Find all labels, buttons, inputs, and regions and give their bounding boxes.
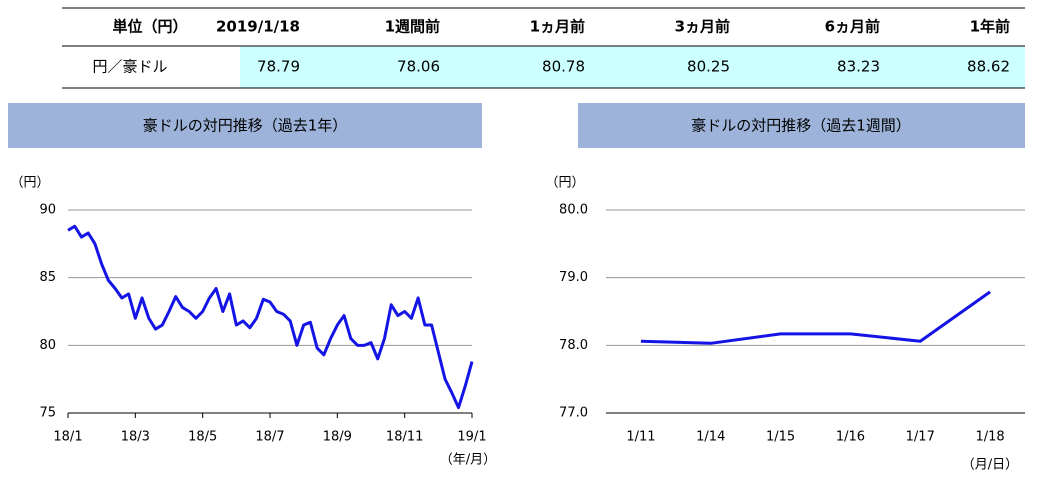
x-tick-label: 18/1 — [53, 430, 82, 445]
table-cell: 88.62 — [967, 58, 1010, 76]
x-tick-label: 1/17 — [906, 430, 935, 445]
table-highlight — [240, 46, 1025, 88]
table-cell: 78.79 — [257, 58, 300, 76]
table-cell: 83.23 — [837, 58, 880, 76]
x-tick-label: 18/9 — [323, 430, 352, 445]
data-line — [67, 224, 474, 410]
y-tick-label: 79.0 — [559, 270, 588, 285]
table-header: 3ヵ月前 — [675, 18, 730, 36]
chart-title: 豪ドルの対円推移（過去1週間） — [691, 117, 911, 135]
y-tick-label: 80.0 — [559, 203, 588, 218]
y-tick-label: 85 — [39, 270, 56, 285]
title-box — [578, 103, 1025, 148]
x-tick-label: 1/14 — [696, 430, 725, 445]
x-tick-label: 18/3 — [121, 430, 150, 445]
x-tick-label: 19/1 — [457, 430, 486, 445]
y-axis-label: （円） — [10, 176, 49, 191]
table-header: 1ヵ月前 — [530, 18, 585, 36]
table-header: 1週間前 — [385, 18, 440, 36]
x-tick-label: 18/7 — [255, 430, 284, 445]
title-box — [8, 103, 482, 148]
data-line — [640, 290, 991, 345]
y-tick-label: 78.0 — [559, 338, 588, 353]
table-cell: 80.25 — [687, 58, 730, 76]
x-tick-label: 1/11 — [626, 430, 655, 445]
x-tick-label: 1/18 — [975, 430, 1004, 445]
y-tick-label: 90 — [39, 203, 56, 218]
x-axis-label: （月/日） — [962, 458, 1018, 473]
x-tick-label: 18/11 — [386, 430, 423, 445]
x-tick-label: 1/16 — [836, 430, 865, 445]
table-cell: 80.78 — [542, 58, 585, 76]
table-header: 6ヵ月前 — [825, 18, 880, 36]
y-tick-label: 75 — [39, 406, 56, 421]
chart-title: 豪ドルの対円推移（過去1年） — [143, 117, 348, 135]
y-tick-label: 80 — [39, 338, 56, 353]
table-header: 単位（円） — [112, 18, 187, 36]
x-tick-label: 18/5 — [188, 430, 217, 445]
y-tick-label: 77.0 — [559, 406, 588, 421]
x-tick-label: 1/15 — [766, 430, 795, 445]
table-cell: 円／豪ドル — [92, 58, 167, 76]
table-header: 1年前 — [970, 18, 1010, 36]
table-header: 2019/1/18 — [216, 18, 300, 36]
x-axis-label: （年/月） — [440, 453, 496, 468]
table-cell: 78.06 — [397, 58, 440, 76]
y-axis-label: （円） — [545, 176, 584, 191]
